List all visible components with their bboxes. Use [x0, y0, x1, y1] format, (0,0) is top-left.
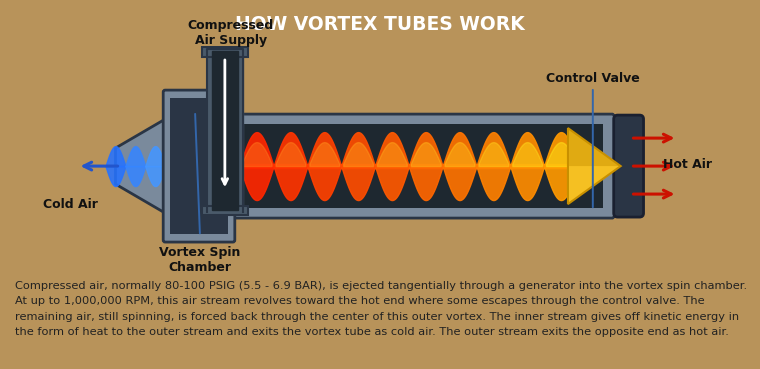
Polygon shape [165, 114, 622, 218]
Bar [170, 98, 228, 234]
Text: Cold Air: Cold Air [43, 197, 98, 211]
Text: Hot Air: Hot Air [663, 158, 712, 170]
FancyBboxPatch shape [163, 90, 235, 242]
Polygon shape [568, 128, 621, 166]
Polygon shape [212, 51, 238, 210]
Bar [202, 47, 248, 57]
Text: Control Valve: Control Valve [546, 72, 640, 85]
Text: HOW VORTEX TUBES WORK: HOW VORTEX TUBES WORK [235, 15, 525, 34]
Bar [202, 206, 248, 215]
FancyBboxPatch shape [613, 115, 644, 217]
Polygon shape [116, 119, 165, 213]
Text: Compressed air, normally 80-100 PSIG (5.5 - 6.9 BAR), is ejected tangentially th: Compressed air, normally 80-100 PSIG (5.… [15, 281, 747, 337]
Polygon shape [568, 128, 621, 204]
Polygon shape [207, 49, 242, 212]
Text: Compressed
Air Supply: Compressed Air Supply [188, 19, 274, 47]
Text: Vortex Spin
Chamber: Vortex Spin Chamber [160, 246, 241, 274]
Bar [175, 124, 603, 208]
